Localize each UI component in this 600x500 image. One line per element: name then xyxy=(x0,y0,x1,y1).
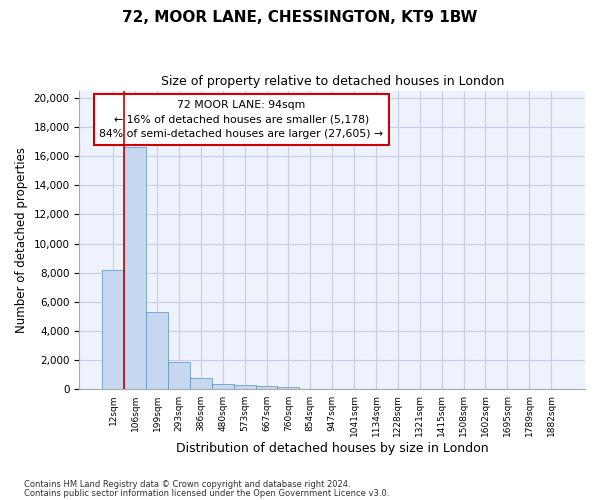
Y-axis label: Number of detached properties: Number of detached properties xyxy=(15,147,28,333)
X-axis label: Distribution of detached houses by size in London: Distribution of detached houses by size … xyxy=(176,442,488,455)
Bar xyxy=(103,270,124,390)
Title: Size of property relative to detached houses in London: Size of property relative to detached ho… xyxy=(161,75,504,88)
Text: 72 MOOR LANE: 94sqm
← 16% of detached houses are smaller (5,178)
84% of semi-det: 72 MOOR LANE: 94sqm ← 16% of detached ho… xyxy=(99,100,383,139)
Bar xyxy=(256,386,277,390)
Bar xyxy=(190,378,212,390)
Bar xyxy=(168,362,190,390)
Text: Contains HM Land Registry data © Crown copyright and database right 2024.: Contains HM Land Registry data © Crown c… xyxy=(24,480,350,489)
Bar xyxy=(212,384,234,390)
Text: Contains public sector information licensed under the Open Government Licence v3: Contains public sector information licen… xyxy=(24,488,389,498)
Text: 72, MOOR LANE, CHESSINGTON, KT9 1BW: 72, MOOR LANE, CHESSINGTON, KT9 1BW xyxy=(122,10,478,25)
Bar xyxy=(234,386,256,390)
Bar xyxy=(146,312,168,390)
Bar xyxy=(277,386,299,390)
Bar xyxy=(124,148,146,390)
